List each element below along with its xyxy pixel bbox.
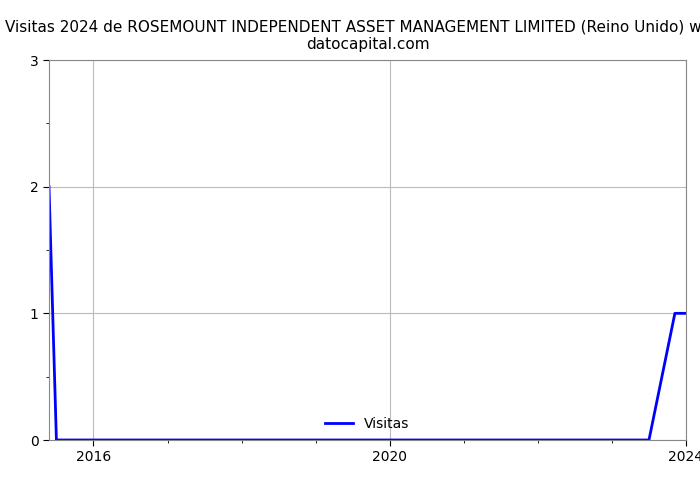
Visitas (671, 310, 679, 316)
Visitas (645, 437, 653, 443)
Title: Visitas 2024 de ROSEMOUNT INDEPENDENT ASSET MANAGEMENT LIMITED (Reino Unido) www: Visitas 2024 de ROSEMOUNT INDEPENDENT AS… (5, 20, 700, 52)
Visitas (163, 437, 172, 443)
Visitas (89, 437, 97, 443)
Visitas (237, 437, 246, 443)
Visitas (45, 184, 53, 190)
Visitas (608, 437, 616, 443)
Visitas (460, 437, 468, 443)
Visitas (682, 310, 690, 316)
Visitas (312, 437, 320, 443)
Legend: Visitas: Visitas (320, 412, 415, 437)
Visitas (533, 437, 542, 443)
Line: Visitas: Visitas (49, 186, 686, 440)
Visitas (386, 437, 394, 443)
Visitas (52, 437, 61, 443)
